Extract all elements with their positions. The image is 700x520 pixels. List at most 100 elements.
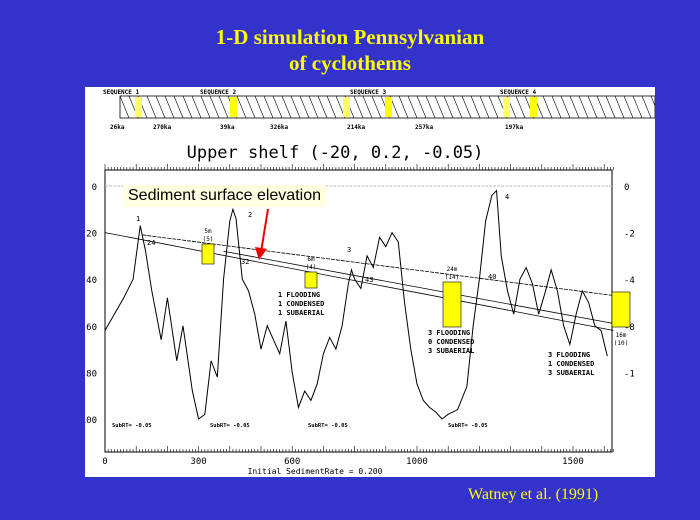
- sequence-label: SEQUENCE 2: [200, 89, 237, 96]
- sandstone-marker: [230, 97, 237, 117]
- hatch-line: [650, 95, 661, 119]
- thickness-label: 5m: [204, 228, 212, 235]
- surface-count: 1 SUBAERIAL: [278, 309, 324, 317]
- duration-label: 197ka: [505, 124, 523, 131]
- duration-label: 214ka: [347, 124, 365, 131]
- sequence-bar: SEQUENCE 1 SEQUENCE 2 SEQUENCE 3 SEQUENCE 4…: [103, 89, 661, 131]
- hatch-line: [434, 95, 445, 119]
- hatch-line: [515, 95, 526, 119]
- hatch-line: [164, 95, 175, 119]
- y-tick-label: -60: [85, 323, 97, 333]
- chart: SEQUENCE 1 SEQUENCE 2 SEQUENCE 3 SEQUENCE 4…: [75, 89, 661, 476]
- hatch-line: [308, 95, 319, 119]
- hatch-line: [191, 95, 202, 119]
- x-tick-label: 600: [284, 457, 300, 467]
- hatch-line: [371, 95, 382, 119]
- hatch-line: [632, 95, 643, 119]
- hatch-line: [362, 95, 373, 119]
- citation: Watney et al. (1991): [468, 486, 599, 503]
- hatch-line: [281, 95, 292, 119]
- slide-title-line1: 1-D simulation Pennsylvanian: [215, 25, 485, 49]
- hatch-line: [443, 95, 454, 119]
- hatch-line: [200, 95, 211, 119]
- hatch-line: [299, 95, 310, 119]
- hatch-line: [353, 95, 364, 119]
- hatch-line: [542, 95, 553, 119]
- surface-count: 1 CONDENSED: [278, 300, 324, 308]
- hatch-line: [326, 95, 337, 119]
- sequence-label: SEQUENCE 4: [500, 89, 537, 96]
- hatch-line: [317, 95, 328, 119]
- right-tick-label: -2: [624, 230, 635, 240]
- hatch-line: [407, 95, 418, 119]
- peak-label: 1: [136, 215, 140, 223]
- y-tick-label: -40: [85, 276, 97, 286]
- hatch-line: [290, 95, 301, 119]
- hatch-line: [218, 95, 229, 119]
- datum-line: [142, 234, 614, 296]
- thickness-label: 6m: [307, 256, 315, 263]
- line-value-label: 43: [365, 276, 373, 284]
- hatch-line: [578, 95, 589, 119]
- hatch-line: [560, 95, 571, 119]
- surface-count: 3 FLOODING: [428, 329, 470, 337]
- thickness-label: 24m: [447, 266, 458, 273]
- hatch-line: [569, 95, 580, 119]
- subrt-label: SubRT= -0.05: [112, 423, 152, 429]
- hatch-line: [614, 95, 625, 119]
- surface-count: 0 CONDENSED: [428, 338, 474, 346]
- hatch-line: [596, 95, 607, 119]
- peak-label: 4: [505, 193, 509, 201]
- figure-panel: SEQUENCE 1 SEQUENCE 2 SEQUENCE 3 SEQUENCE 4…: [75, 87, 661, 477]
- hatch-line: [398, 95, 409, 119]
- line-value-label: 24: [147, 239, 155, 247]
- duration-label: 26ka: [110, 124, 125, 131]
- datum-line: [223, 250, 614, 324]
- duration-label: 270ka: [153, 124, 171, 131]
- hatch-line: [470, 95, 481, 119]
- slide-title-line2: of cyclothems: [289, 51, 411, 75]
- y-tick-label: -100: [85, 416, 97, 426]
- hatch-line: [119, 95, 130, 119]
- datum-line: [104, 232, 614, 331]
- cycle-count-label: (14): [445, 274, 459, 281]
- y-tick-label: -20: [85, 230, 97, 240]
- subrt-label: SubRT= -0.05: [210, 423, 250, 429]
- right-tick-label: -8: [624, 323, 635, 333]
- line-value-label: 40: [488, 273, 496, 281]
- right-tick-label: -4: [624, 276, 635, 286]
- hatch-line: [236, 95, 247, 119]
- sandstone-marker: [343, 97, 350, 117]
- hatch-line: [641, 95, 652, 119]
- x-tick-label: 1500: [562, 457, 584, 467]
- subrt-label: SubRT= -0.05: [448, 423, 488, 429]
- hatch-line: [488, 95, 499, 119]
- thickness-label: 16m: [616, 332, 627, 339]
- surface-count: 1 FLOODING: [278, 291, 320, 299]
- hatch-line: [479, 95, 490, 119]
- hatch-line: [263, 95, 274, 119]
- hatch-line: [146, 95, 157, 119]
- hatch-line: [461, 95, 472, 119]
- y-tick-label: 0: [92, 183, 97, 193]
- duration-label: 326ka: [270, 124, 288, 131]
- surface-count: 3 SUBAERIAL: [428, 347, 474, 355]
- lithology-column: [611, 291, 631, 328]
- line-value-label: 32: [241, 258, 249, 266]
- x-axis-label: Initial SedimentRate = 0.200: [248, 467, 383, 476]
- hatch-line: [245, 95, 256, 119]
- lithology-column: [201, 243, 215, 265]
- arrow-head-icon: [255, 247, 267, 260]
- duration-label: 257ka: [415, 124, 433, 131]
- peak-label: 3: [347, 246, 351, 254]
- hatch-line: [272, 95, 283, 119]
- hatch-line: [173, 95, 184, 119]
- elevation-curve: [104, 189, 608, 420]
- surface-count: 1 CONDENSED: [548, 360, 594, 368]
- hatch-line: [209, 95, 220, 119]
- hatch-line: [416, 95, 427, 119]
- hatch-line: [605, 95, 616, 119]
- hatch-line: [551, 95, 562, 119]
- right-tick-label: 0: [624, 183, 629, 193]
- duration-label: 39ka: [220, 124, 235, 131]
